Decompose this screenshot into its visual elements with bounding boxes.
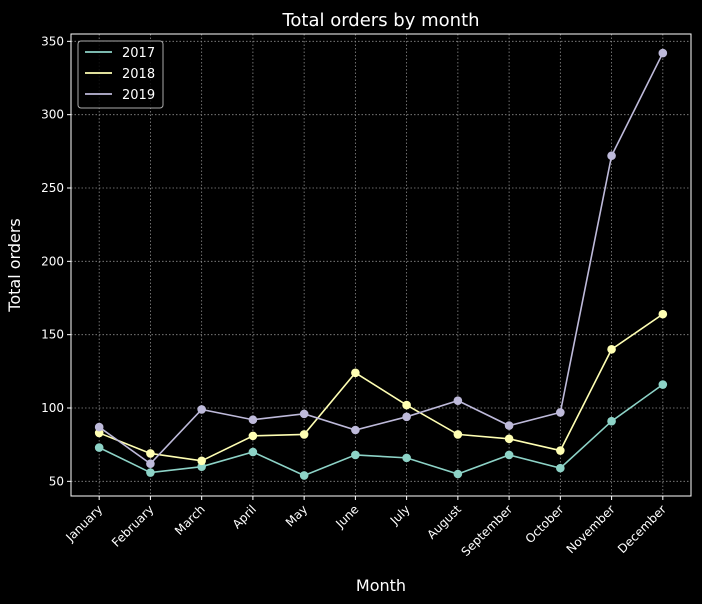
data-point	[453, 469, 463, 479]
data-point	[658, 380, 668, 389]
data-point	[146, 449, 155, 458]
data-point	[402, 453, 411, 463]
series-2018	[94, 309, 668, 466]
data-point	[197, 456, 206, 466]
data-point	[146, 459, 155, 469]
legend-label: 2017	[122, 46, 155, 61]
data-point	[197, 405, 206, 414]
data-point	[146, 468, 155, 477]
y-tick-label: 200	[41, 254, 64, 268]
legend-label: 2019	[122, 88, 155, 103]
data-point	[453, 396, 463, 405]
y-tick-label: 150	[41, 328, 64, 342]
y-tick-label: 250	[41, 181, 64, 195]
data-point	[504, 434, 514, 444]
data-point	[556, 446, 565, 455]
data-point	[658, 48, 668, 58]
data-point	[299, 430, 309, 439]
data-point	[402, 412, 411, 422]
data-point	[351, 425, 360, 435]
series-group	[94, 48, 668, 480]
y-tick-label: 100	[41, 401, 64, 415]
data-point	[351, 450, 360, 460]
y-axis-label: Total orders	[5, 218, 24, 312]
data-point	[658, 309, 668, 319]
legend: 2017 2018 2019	[77, 40, 164, 109]
data-point	[248, 415, 258, 425]
data-point	[607, 345, 616, 354]
series-line	[98, 52, 664, 465]
chart-title: Total orders by month	[281, 10, 479, 31]
data-point	[453, 430, 463, 439]
y-tick-label: 50	[49, 474, 64, 488]
data-point	[504, 421, 514, 430]
data-point	[248, 431, 258, 441]
y-tick-label: 350	[41, 34, 64, 48]
legend-box	[77, 40, 164, 109]
series-2017	[94, 380, 668, 480]
data-point	[607, 416, 616, 426]
data-point	[556, 408, 565, 417]
data-point	[402, 400, 411, 410]
series-line	[98, 383, 664, 477]
data-point	[351, 368, 360, 378]
plot-frame	[70, 33, 692, 497]
data-point	[94, 443, 104, 452]
series-2019	[94, 48, 668, 469]
series-line	[98, 313, 664, 462]
data-point	[248, 447, 258, 457]
y-tick-label: 300	[41, 108, 64, 122]
legend-label: 2018	[122, 67, 155, 82]
data-point	[504, 450, 514, 460]
data-point	[299, 471, 309, 480]
data-point	[607, 151, 616, 161]
data-point	[556, 463, 565, 473]
data-point	[94, 422, 104, 432]
x-axis-label: Month	[356, 576, 406, 595]
data-point	[299, 409, 309, 419]
